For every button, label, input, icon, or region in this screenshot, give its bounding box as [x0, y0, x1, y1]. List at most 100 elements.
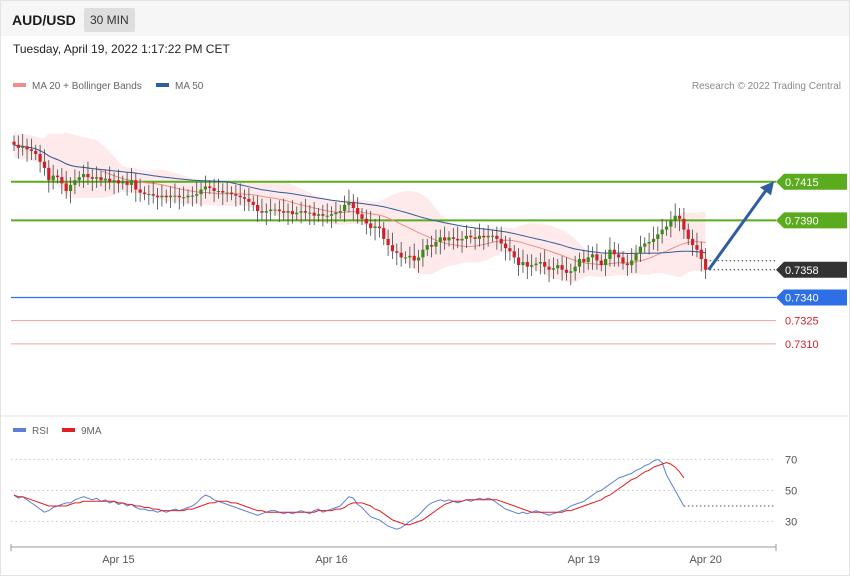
candle-body	[669, 220, 673, 227]
level-label: 0.7390	[785, 215, 819, 227]
candle-body	[586, 257, 590, 263]
bollinger-band	[14, 132, 706, 283]
candle-body	[299, 211, 303, 213]
candle-body	[647, 241, 651, 244]
x-tick-label: Apr 16	[315, 554, 347, 566]
candle-body	[569, 271, 573, 273]
candle-body	[517, 257, 521, 266]
candle-body	[617, 254, 621, 258]
candle-body	[260, 211, 264, 213]
level-label-box	[776, 212, 847, 229]
candle-body	[269, 209, 273, 212]
candle-body	[447, 237, 451, 241]
legend-label: 9MA	[81, 426, 102, 437]
candle-body	[160, 195, 164, 198]
candle-body	[691, 238, 695, 246]
candle-body	[234, 194, 238, 196]
candle-body	[82, 174, 86, 178]
candle-body	[464, 235, 468, 239]
candle-body	[551, 268, 555, 270]
candle-body	[490, 235, 495, 237]
candle-body	[369, 223, 373, 229]
candle-body	[277, 209, 281, 212]
candle-body	[55, 175, 60, 178]
candle-body	[582, 258, 586, 263]
candle-body	[173, 195, 177, 197]
candle-body	[482, 235, 486, 238]
candle-body	[129, 180, 134, 185]
candle-body	[321, 214, 325, 216]
candle-body	[547, 266, 551, 270]
level-label-box	[776, 261, 847, 278]
candle-body	[399, 252, 403, 258]
candle-body	[403, 257, 408, 259]
candle-body	[612, 249, 616, 255]
candle-body	[29, 149, 33, 151]
candle-body	[486, 235, 490, 238]
candle-body	[273, 209, 277, 211]
legend-swatch	[62, 428, 75, 433]
candle-body	[443, 237, 447, 241]
candle-body	[325, 215, 329, 217]
candle-body	[138, 189, 142, 193]
candle-body	[416, 257, 421, 261]
candle-body	[303, 211, 308, 213]
candle-body	[86, 174, 90, 178]
candle-body	[530, 265, 534, 267]
candle-body	[47, 167, 51, 181]
candle-body	[356, 208, 360, 215]
level-label: 0.7415	[785, 177, 819, 189]
candle-body	[604, 258, 608, 266]
candle-body	[199, 189, 203, 195]
level-label: 0.7310	[785, 339, 819, 351]
candle-body	[68, 184, 73, 192]
candle-body	[208, 186, 212, 188]
candle-body	[360, 214, 364, 219]
candle-body	[430, 245, 434, 247]
legend-rsi: RSI	[13, 426, 49, 437]
candle-body	[621, 257, 625, 264]
candle-body	[242, 197, 247, 199]
candle-body	[347, 201, 351, 205]
candle-body	[699, 249, 703, 259]
candle-body	[460, 238, 464, 241]
candle-body	[343, 204, 347, 212]
candle-body	[95, 177, 99, 179]
candle-body	[577, 258, 582, 267]
candle-body	[60, 177, 64, 184]
x-tick-label: Apr 15	[102, 554, 134, 566]
candle-body	[112, 180, 116, 182]
candle-body	[155, 195, 160, 198]
candle-body	[42, 161, 47, 168]
candle-body	[364, 218, 368, 224]
candle-body	[316, 214, 321, 216]
candle-body	[608, 249, 612, 259]
legend-swatch	[13, 83, 26, 88]
candle-body	[134, 180, 138, 190]
candle-body	[438, 237, 442, 242]
candle-body	[643, 243, 647, 247]
candle-body	[451, 237, 455, 239]
candle-body	[182, 197, 186, 199]
candle-body	[212, 187, 216, 192]
timeframe-badge[interactable]: 30 MIN	[84, 8, 135, 32]
candle-body	[125, 181, 129, 185]
level-label: 0.7325	[785, 316, 819, 328]
candle-body	[216, 191, 221, 193]
candle-body	[508, 248, 512, 252]
candle-body	[425, 245, 429, 250]
candle-body	[247, 198, 251, 202]
rsi-tick-label: 50	[785, 485, 797, 497]
candle-body	[151, 194, 155, 196]
candle-body	[377, 226, 381, 229]
candle-body	[382, 228, 386, 239]
candle-body	[103, 178, 107, 181]
candle-body	[351, 201, 355, 209]
rsi-tick-label: 30	[785, 516, 797, 528]
candle-body	[477, 235, 482, 239]
candle-body	[656, 234, 660, 239]
candle-body	[203, 186, 207, 190]
candle-body	[525, 262, 529, 267]
candle-body	[282, 211, 286, 213]
